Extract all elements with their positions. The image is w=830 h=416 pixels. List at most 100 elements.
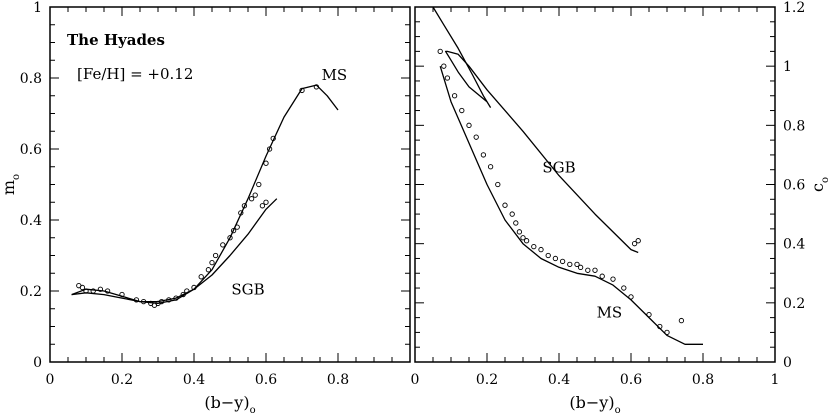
star-point xyxy=(621,285,627,291)
star-point xyxy=(520,235,526,241)
star-point xyxy=(577,264,584,270)
star-point xyxy=(90,288,96,294)
x-tick-label: 0.8 xyxy=(327,372,349,388)
x-axis-label: (b−y)o xyxy=(204,393,255,416)
star-point xyxy=(263,199,269,205)
star-point xyxy=(513,220,519,226)
star-point xyxy=(646,312,652,318)
star-point xyxy=(635,238,641,244)
chart-title: The Hyades xyxy=(67,31,165,49)
curve-label-sgb: SGB xyxy=(231,281,264,299)
star-point xyxy=(205,267,212,273)
star-point xyxy=(459,107,465,114)
x-axis-label: (b−y)o xyxy=(569,393,620,416)
star-point xyxy=(133,297,140,303)
star-point xyxy=(97,286,104,292)
star-point xyxy=(678,317,685,324)
y-tick-label: 1 xyxy=(783,59,792,75)
star-point xyxy=(230,227,237,234)
star-point xyxy=(664,329,670,336)
curve-upper-branch xyxy=(432,6,492,108)
star-point xyxy=(451,93,458,99)
y-tick-label: 0.6 xyxy=(783,178,805,194)
star-point xyxy=(585,267,591,273)
star-point xyxy=(631,241,638,247)
star-point xyxy=(487,164,494,170)
star-point xyxy=(158,298,165,305)
star-point xyxy=(266,146,273,152)
star-point xyxy=(212,252,219,259)
plot-frame xyxy=(49,6,411,363)
star-point xyxy=(523,238,530,244)
chart-subtitle: [Fe/H] = +0.12 xyxy=(77,65,193,83)
y-tick-label: 1 xyxy=(33,0,42,16)
y-tick-label: 0 xyxy=(33,355,42,371)
curve-label-ms: MS xyxy=(322,66,348,84)
star-point xyxy=(559,258,566,265)
curve-ms xyxy=(439,66,703,345)
x-tick-label: 0.6 xyxy=(255,372,277,388)
y-tick-label: 0.2 xyxy=(20,284,42,300)
star-point xyxy=(104,288,111,294)
star-point xyxy=(191,284,197,291)
star-point xyxy=(83,288,89,294)
star-point xyxy=(610,276,616,282)
x-tick-label: 0.2 xyxy=(476,372,498,388)
star-point xyxy=(574,261,580,268)
y-tick-label: 0.8 xyxy=(20,71,42,87)
y-tick-label: 0.8 xyxy=(783,118,805,134)
y-tick-label: 0.2 xyxy=(783,296,805,312)
star-point xyxy=(545,252,551,259)
star-point xyxy=(592,267,598,273)
curve-ms xyxy=(71,84,339,305)
curve-label-ms: MS xyxy=(597,304,623,322)
star-point xyxy=(238,210,244,216)
star-point xyxy=(509,211,515,217)
star-point xyxy=(234,224,240,230)
star-point xyxy=(502,202,508,208)
star-point xyxy=(552,255,559,262)
star-point xyxy=(248,196,255,202)
curve-sgb xyxy=(71,198,278,303)
star-point xyxy=(599,273,605,279)
star-point xyxy=(495,181,501,188)
star-point xyxy=(538,246,544,253)
star-point xyxy=(198,274,204,280)
curve-sgb xyxy=(444,50,639,254)
x-tick-label: 0.6 xyxy=(620,372,642,388)
star-point xyxy=(227,235,233,241)
star-point xyxy=(516,229,523,235)
star-point xyxy=(441,63,447,69)
star-point xyxy=(567,261,573,268)
star-point xyxy=(79,284,86,291)
curve-label-sgb: SGB xyxy=(542,159,575,177)
star-point xyxy=(173,295,179,301)
star-point xyxy=(313,84,320,90)
x-tick-label: 0.4 xyxy=(548,372,570,388)
star-point xyxy=(166,297,172,303)
plot-frame xyxy=(414,6,776,363)
x-tick-label: 1 xyxy=(771,372,780,388)
star-point xyxy=(444,75,451,81)
y-tick-label: 0 xyxy=(783,355,792,371)
star-point xyxy=(657,323,663,330)
star-point xyxy=(209,259,215,266)
x-tick-label: 0.4 xyxy=(183,372,205,388)
y-tick-label: 0.4 xyxy=(20,213,42,229)
star-point xyxy=(140,298,147,305)
star-point xyxy=(184,288,190,294)
star-point xyxy=(628,294,634,300)
x-tick-label: 0 xyxy=(46,372,55,388)
star-point xyxy=(531,243,537,250)
star-point xyxy=(220,242,226,248)
right-panel-co-vs-by: 0 0.2 0.4 0.6 0.8 100.20.40.60.811.2(b−y)ocoM… xyxy=(411,0,830,416)
star-point xyxy=(252,192,258,198)
star-point xyxy=(259,203,266,209)
star-point xyxy=(299,87,305,94)
star-point xyxy=(241,203,248,209)
star-point xyxy=(480,152,487,158)
y-axis-label: mo xyxy=(0,174,22,195)
star-point xyxy=(270,135,276,142)
y-tick-label: 1.2 xyxy=(783,0,805,16)
